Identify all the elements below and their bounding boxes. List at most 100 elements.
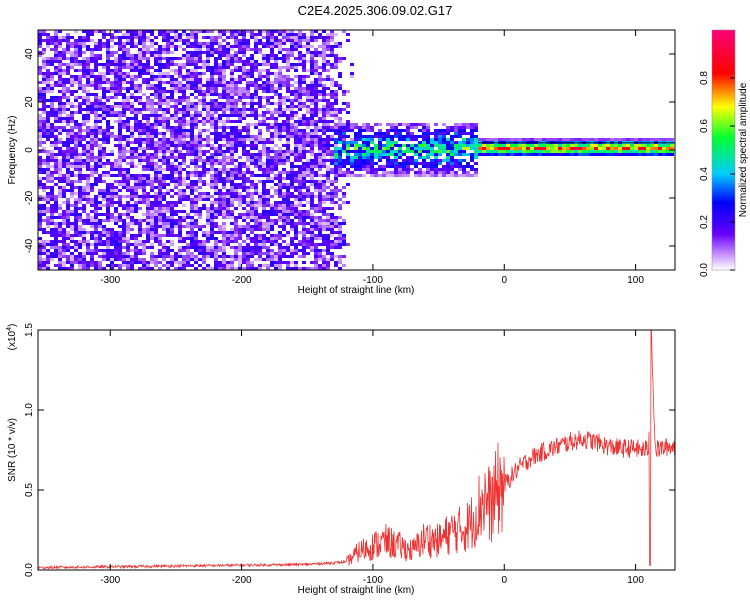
spectrogram-cell: [150, 84, 154, 87]
spectrogram-cell: [170, 45, 174, 48]
spectrogram-cell: [262, 198, 266, 201]
spectrogram-cell: [154, 171, 158, 174]
spectrogram-cell: [90, 234, 94, 237]
spectrogram-cell: [62, 165, 66, 168]
spectrogram-cell: [326, 78, 330, 81]
spectrogram-cell: [250, 201, 254, 204]
spectrogram-cell: [234, 219, 238, 222]
spectrogram-cell: [438, 150, 442, 153]
spectrogram-cell: [326, 246, 330, 249]
spectrogram-cell: [130, 192, 134, 195]
spectrogram-cell: [118, 234, 122, 237]
spectrogram-cell: [226, 132, 230, 135]
spectrogram-cell: [390, 129, 394, 132]
spectrogram-cell: [118, 231, 122, 234]
spectrogram-cell: [58, 249, 62, 252]
spectrogram-cell: [330, 78, 334, 81]
spectrogram-cell: [166, 39, 170, 42]
spectrogram-cell: [78, 75, 82, 78]
spectrogram-cell: [110, 87, 114, 90]
spectrogram-cell: [194, 240, 198, 243]
spectrogram-cell: [310, 261, 314, 264]
spectrogram-cell: [230, 60, 234, 63]
spectrogram-cell: [86, 102, 90, 105]
spectrogram-cell: [66, 159, 70, 162]
spectrogram-cell: [350, 141, 354, 144]
spectrogram-cell: [330, 63, 334, 66]
spectrogram-cell: [270, 84, 274, 87]
spectrogram-cell: [54, 45, 58, 48]
spectrogram-cell: [322, 198, 326, 201]
spectrogram-cell: [282, 249, 286, 252]
spectrogram-cell: [202, 225, 206, 228]
spectrogram-cell: [106, 252, 110, 255]
spectrogram-cell: [398, 162, 402, 165]
spectrogram-cell: [298, 186, 302, 189]
spectrogram-cell: [234, 36, 238, 39]
spectrogram-cell: [242, 171, 246, 174]
spectrogram-cell: [218, 54, 222, 57]
spectrogram-cell: [102, 141, 106, 144]
spectrogram-cell: [162, 264, 166, 267]
spectrogram-cell: [218, 117, 222, 120]
spectrogram-cell: [110, 81, 114, 84]
spectrogram-cell: [306, 231, 310, 234]
spectrogram-cell: [262, 234, 266, 237]
spectrogram-cell: [150, 111, 154, 114]
spectrogram-cell: [98, 39, 102, 42]
spectrogram-cell: [174, 57, 178, 60]
spectrogram-cell: [50, 39, 54, 42]
spectrogram-cell: [282, 102, 286, 105]
spectrogram-cell: [138, 54, 142, 57]
spectrogram-cell: [306, 186, 310, 189]
spectrogram-cell: [158, 120, 162, 123]
spectrogram-cell: [42, 252, 46, 255]
spectrogram-cell: [282, 201, 286, 204]
spectrogram-cell: [310, 45, 314, 48]
spectrogram-cell: [54, 36, 58, 39]
spectrogram-cell: [66, 168, 70, 171]
spectrogram-cell: [170, 81, 174, 84]
spectrogram-cell: [314, 90, 318, 93]
spectrogram-cell: [254, 42, 258, 45]
spectrogram-cell: [66, 108, 70, 111]
spectrogram-cell: [94, 45, 98, 48]
spectrogram-cell: [254, 96, 258, 99]
spectrogram-cell: [262, 258, 266, 261]
spectrogram-cell: [314, 141, 318, 144]
spectrogram-cell: [90, 156, 94, 159]
spectrogram-cell: [154, 150, 158, 153]
spectrogram-cell: [346, 171, 350, 174]
spectrogram-cell: [238, 78, 242, 81]
spectrogram-cell: [342, 192, 346, 195]
spectrogram-cell: [254, 51, 258, 54]
spectrogram-cell: [222, 33, 226, 36]
spectrogram-cell: [66, 51, 70, 54]
spectrogram-cell: [206, 57, 210, 60]
spectrogram-cell: [110, 204, 114, 207]
spectrogram-cell: [222, 180, 226, 183]
spectrogram-cell: [62, 159, 66, 162]
spectrogram-cell: [194, 174, 198, 177]
spectrogram-cell: [338, 204, 342, 207]
spectrogram-cell: [426, 171, 430, 174]
spectrogram-cell: [94, 213, 98, 216]
spectrogram-cell: [122, 57, 126, 60]
spectrogram-cell: [58, 30, 62, 33]
spectrogram-cell: [202, 36, 206, 39]
spectrogram-cell: [70, 153, 74, 156]
spectrogram-cell: [286, 99, 290, 102]
spectrogram-cell: [150, 162, 154, 165]
spectrogram-cell: [258, 78, 262, 81]
spectrogram-cell: [434, 132, 438, 135]
spectrogram-cell: [94, 159, 98, 162]
spectrogram-cell: [218, 30, 222, 33]
spectrogram-cell: [98, 48, 102, 51]
spectrogram-cell: [262, 84, 266, 87]
spectrogram-cell: [226, 198, 230, 201]
spectrogram-cell: [66, 165, 70, 168]
spectrogram-cell: [62, 69, 66, 72]
spectrogram-cell: [118, 183, 122, 186]
spectrogram-cell: [202, 102, 206, 105]
spectrogram-cell: [114, 63, 118, 66]
